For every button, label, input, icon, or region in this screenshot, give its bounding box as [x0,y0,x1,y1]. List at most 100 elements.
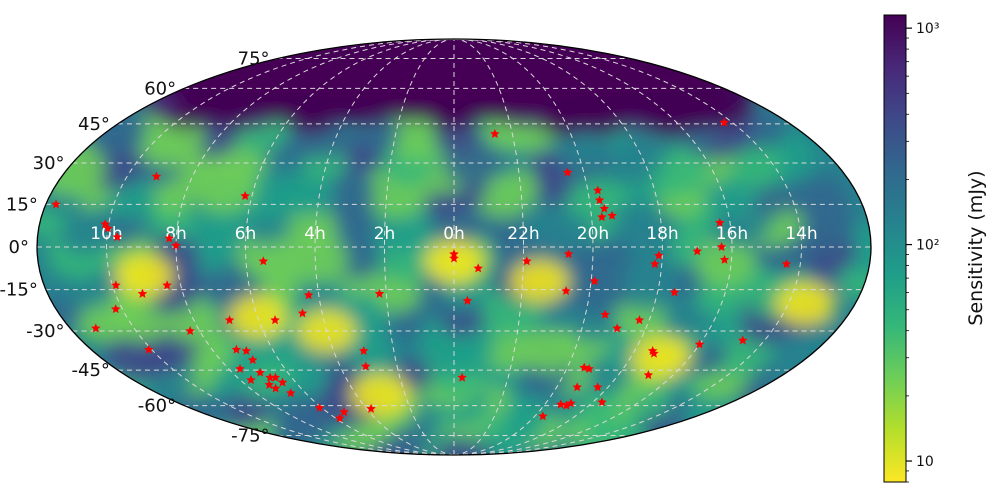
source-star [264,379,274,389]
source-star [562,167,573,177]
ra-tick-label: 20h [577,224,609,244]
ra-tick-label: 0h [443,224,465,244]
source-star [584,363,594,373]
source-star [600,309,610,319]
source-star [597,397,607,407]
source-star [297,308,308,318]
source-star [255,367,265,377]
source-star [473,263,483,273]
source-star [612,323,622,333]
colorbar-tick-label: 10³ [916,21,939,37]
source-star [462,295,473,305]
source-star [781,259,792,269]
ra-tick-label: 22h [507,224,539,244]
source-star [654,250,664,260]
dec-tick-label: -75° [231,425,269,446]
source-star [270,315,280,325]
source-star [522,256,532,266]
source-star [103,223,113,233]
source-star [738,335,748,345]
source-star [303,290,314,300]
source-star [449,253,459,263]
source-star [51,199,61,209]
source-star [366,403,376,413]
source-star [91,323,101,333]
source-star [572,382,582,392]
source-star [561,400,572,410]
source-star [151,171,162,181]
source-star [164,233,175,243]
source-star [716,242,727,252]
source-star [715,217,725,227]
source-star [579,362,589,372]
source-star [235,363,245,373]
source-star [339,407,349,417]
dec-tick-label: 45° [78,114,110,135]
source-star [607,210,617,220]
ra-tick-label: 16h [716,224,748,244]
source-star [265,372,275,382]
dec-tick-label: -45° [72,360,110,381]
source-star [224,315,235,325]
source-star [111,280,121,290]
source-star [457,372,467,382]
source-star [314,402,325,412]
source-star [594,195,605,205]
ra-grid-line [453,39,594,455]
source-markers [51,117,792,423]
dec-tick-label: 0° [9,237,29,258]
source-star [231,344,242,354]
ra-tick-label: 14h [785,224,817,244]
source-star [563,249,574,259]
ra-tick-label: 10h [90,224,122,244]
source-star [358,345,369,355]
dec-tick-labels: 75° 60° 45° 30° 15° 0° -15° -30° -45° -60° -75° [0,49,270,447]
ra-tick-label: 18h [646,224,678,244]
source-star [112,232,123,242]
coordinate-grid [37,39,871,455]
source-star [593,185,603,195]
source-star [490,128,500,139]
source-star [719,254,730,264]
ra-tick-label: 4h [304,224,326,244]
source-star [286,388,296,398]
source-star [649,348,659,358]
source-star [650,259,660,269]
sky-map-outline [36,38,872,456]
ra-grid-line [453,39,803,455]
source-star [334,413,345,423]
source-star [589,276,600,286]
source-star [137,288,148,298]
source-star [692,246,702,256]
colorbar-tick-label: 10² [916,238,939,254]
ra-grid-line [175,39,455,455]
colorbar: 10 10² 10³ Sensitivity (mJy) [883,14,987,483]
source-star [719,117,729,127]
ra-grid-line [453,39,733,455]
source-star [270,372,281,382]
source-star [538,411,548,421]
source-star [277,377,288,387]
source-star [143,344,154,354]
source-star [597,212,607,222]
source-star [246,375,256,385]
source-star [162,280,172,290]
colorbar-label: Sensitivity (mJy) [965,170,987,325]
source-star [110,304,121,314]
dec-tick-label: 60° [144,78,176,99]
source-star [171,240,181,250]
dec-tick-label: 75° [238,49,270,70]
source-star [247,355,258,365]
dec-tick-label: 15° [6,194,38,215]
dec-tick-label: 30° [33,153,65,174]
source-star [555,399,566,409]
colorbar-tick-label: 10 [916,454,934,470]
source-star [185,326,195,336]
ra-tick-label: 6h [235,224,257,244]
source-star [694,339,705,349]
source-star [241,345,252,355]
source-star [361,361,371,371]
source-star [561,285,571,296]
ra-grid-line [105,39,455,455]
source-star [374,288,385,298]
